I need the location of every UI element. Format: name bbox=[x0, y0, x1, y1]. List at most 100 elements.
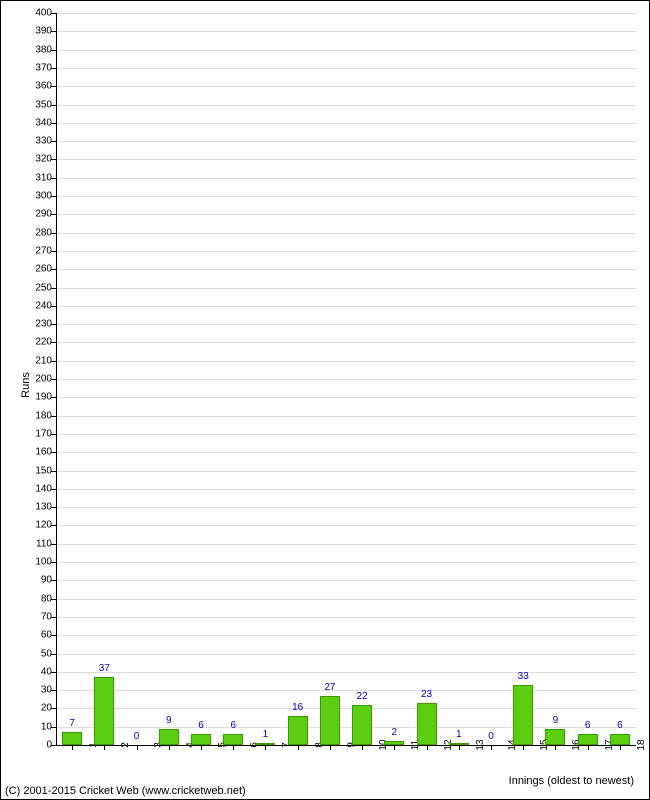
gridline bbox=[56, 50, 636, 51]
bar-value-label: 6 bbox=[585, 720, 591, 731]
bar-value-label: 9 bbox=[166, 715, 172, 726]
gridline bbox=[56, 397, 636, 398]
chart-frame: 0102030405060708090100110120130140150160… bbox=[0, 0, 650, 800]
y-tick-label: 180 bbox=[35, 410, 56, 421]
bar-value-label: 6 bbox=[617, 720, 623, 731]
y-tick-label: 320 bbox=[35, 154, 56, 165]
bar bbox=[320, 696, 340, 745]
bar-value-label: 7 bbox=[69, 718, 75, 729]
gridline bbox=[56, 178, 636, 179]
x-axis-label: Innings (oldest to newest) bbox=[509, 775, 634, 787]
plot-area: 0102030405060708090100110120130140150160… bbox=[56, 13, 636, 745]
gridline bbox=[56, 251, 636, 252]
gridline bbox=[56, 123, 636, 124]
y-tick-label: 0 bbox=[46, 740, 56, 751]
x-tick-label: 13 bbox=[459, 739, 486, 750]
bar-value-label: 37 bbox=[99, 663, 110, 674]
bar-value-label: 0 bbox=[134, 731, 140, 742]
gridline bbox=[56, 672, 636, 673]
gridline bbox=[56, 361, 636, 362]
gridline bbox=[56, 580, 636, 581]
y-tick-label: 260 bbox=[35, 264, 56, 275]
bar-value-label: 6 bbox=[198, 720, 204, 731]
bar-value-label: 6 bbox=[230, 720, 236, 731]
gridline bbox=[56, 269, 636, 270]
y-tick-label: 90 bbox=[41, 575, 56, 586]
gridline bbox=[56, 324, 636, 325]
bar-value-label: 16 bbox=[292, 702, 303, 713]
y-tick-label: 350 bbox=[35, 99, 56, 110]
bar-value-label: 23 bbox=[421, 689, 432, 700]
y-tick-label: 160 bbox=[35, 447, 56, 458]
gridline bbox=[56, 434, 636, 435]
y-tick-label: 40 bbox=[41, 666, 56, 677]
y-tick-label: 170 bbox=[35, 428, 56, 439]
y-tick-label: 280 bbox=[35, 227, 56, 238]
y-tick-label: 210 bbox=[35, 355, 56, 366]
y-tick-label: 10 bbox=[41, 721, 56, 732]
y-tick-label: 60 bbox=[41, 630, 56, 641]
y-tick-label: 190 bbox=[35, 392, 56, 403]
x-tick-label: 2 bbox=[104, 742, 131, 748]
y-tick-label: 140 bbox=[35, 483, 56, 494]
gridline bbox=[56, 105, 636, 106]
y-tick-label: 270 bbox=[35, 245, 56, 256]
y-tick-label: 390 bbox=[35, 26, 56, 37]
gridline bbox=[56, 727, 636, 728]
gridline bbox=[56, 86, 636, 87]
bar bbox=[94, 677, 114, 745]
gridline bbox=[56, 471, 636, 472]
gridline bbox=[56, 489, 636, 490]
y-tick-label: 380 bbox=[35, 44, 56, 55]
y-tick-label: 20 bbox=[41, 703, 56, 714]
y-tick-label: 30 bbox=[41, 685, 56, 696]
gridline bbox=[56, 544, 636, 545]
gridline bbox=[56, 288, 636, 289]
bar-value-label: 1 bbox=[263, 729, 269, 740]
gridline bbox=[56, 617, 636, 618]
gridline bbox=[56, 68, 636, 69]
y-tick-label: 290 bbox=[35, 209, 56, 220]
bar bbox=[513, 685, 533, 745]
gridline bbox=[56, 562, 636, 563]
y-tick-label: 240 bbox=[35, 300, 56, 311]
y-tick-label: 110 bbox=[36, 538, 56, 549]
bar-value-label: 9 bbox=[553, 715, 559, 726]
bar-value-label: 27 bbox=[324, 682, 335, 693]
y-axis-label: Runs bbox=[20, 372, 32, 398]
y-tick-label: 70 bbox=[41, 611, 56, 622]
y-tick-label: 80 bbox=[41, 593, 56, 604]
y-tick-label: 150 bbox=[35, 465, 56, 476]
gridline bbox=[56, 452, 636, 453]
y-tick-label: 310 bbox=[35, 172, 56, 183]
y-tick-label: 120 bbox=[35, 520, 56, 531]
y-tick-label: 300 bbox=[35, 191, 56, 202]
gridline bbox=[56, 13, 636, 14]
gridline bbox=[56, 141, 636, 142]
y-tick-label: 400 bbox=[35, 8, 56, 19]
y-tick-label: 230 bbox=[35, 319, 56, 330]
y-tick-label: 340 bbox=[35, 117, 56, 128]
gridline bbox=[56, 599, 636, 600]
bar-value-label: 33 bbox=[518, 671, 529, 682]
bar-value-label: 22 bbox=[357, 691, 368, 702]
bar bbox=[288, 716, 308, 745]
y-tick-label: 370 bbox=[35, 62, 56, 73]
x-tick-label: 18 bbox=[620, 739, 647, 750]
gridline bbox=[56, 416, 636, 417]
y-tick-label: 330 bbox=[35, 136, 56, 147]
y-tick-label: 200 bbox=[35, 374, 56, 385]
y-tick-label: 50 bbox=[41, 648, 56, 659]
gridline bbox=[56, 525, 636, 526]
gridline bbox=[56, 708, 636, 709]
gridline bbox=[56, 159, 636, 160]
gridline bbox=[56, 306, 636, 307]
bar-value-label: 2 bbox=[392, 727, 398, 738]
gridline bbox=[56, 31, 636, 32]
y-tick-label: 250 bbox=[35, 282, 56, 293]
y-axis-line bbox=[56, 13, 57, 745]
y-tick-label: 360 bbox=[35, 81, 56, 92]
footer-copyright: (C) 2001-2015 Cricket Web (www.cricketwe… bbox=[5, 785, 246, 797]
y-tick-label: 220 bbox=[35, 337, 56, 348]
gridline bbox=[56, 196, 636, 197]
